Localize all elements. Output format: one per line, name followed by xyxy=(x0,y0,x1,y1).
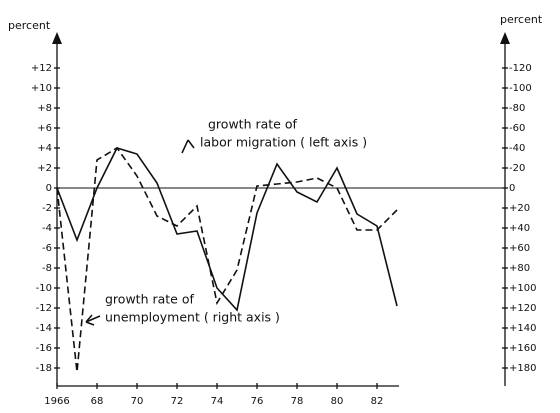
y2-tick-label: -40 xyxy=(509,143,525,154)
annotation: growth rate of xyxy=(105,292,194,307)
y2-tick-label: -100 xyxy=(509,83,532,94)
y-tick-label: +2 xyxy=(37,163,52,174)
y2-tick-label: +100 xyxy=(509,283,536,294)
x-tick-label: 70 xyxy=(131,396,144,407)
x-tick-label: 74 xyxy=(211,396,224,407)
y-tick-label: +4 xyxy=(37,143,52,154)
y2-tick-label: +80 xyxy=(509,263,530,274)
annotation: growth rate of xyxy=(208,117,297,132)
series-line xyxy=(56,147,398,312)
y-axis-arrow xyxy=(52,32,62,44)
y2-tick-label: +40 xyxy=(509,223,530,234)
y-tick-label: -4 xyxy=(42,223,52,234)
annotation: labor migration ( left axis ) xyxy=(200,135,367,150)
y2-tick-label: +20 xyxy=(509,203,530,214)
y2-tick-label: +180 xyxy=(509,363,536,374)
y-tick-label: -2 xyxy=(42,203,52,214)
y2-axis-label: percent xyxy=(500,13,543,26)
series-line xyxy=(56,146,398,373)
x-tick-label: 1966 xyxy=(44,396,69,407)
y-tick-label: -6 xyxy=(42,243,52,254)
x-tick-label: 80 xyxy=(331,396,344,407)
x-tick-label: 76 xyxy=(251,396,264,407)
x-tick-label: 68 xyxy=(91,396,104,407)
x-tick-label: 72 xyxy=(171,396,184,407)
y-tick-label: -14 xyxy=(36,323,52,334)
y-tick-label: -18 xyxy=(36,363,52,374)
y-tick-label: 0 xyxy=(46,183,52,194)
y2-axis-arrow xyxy=(500,32,510,44)
y-tick-label: -12 xyxy=(36,303,52,314)
y-tick-label: -8 xyxy=(42,263,52,274)
y-tick-label: +10 xyxy=(31,83,52,94)
x-tick-label: 78 xyxy=(291,396,304,407)
y2-tick-label: +160 xyxy=(509,343,536,354)
y2-tick-label: -20 xyxy=(509,163,525,174)
y2-tick-label: +60 xyxy=(509,243,530,254)
y-tick-label: +12 xyxy=(31,63,52,74)
y2-tick-label: -60 xyxy=(509,123,525,134)
annotation-arrow xyxy=(181,139,195,154)
y-tick-label: -10 xyxy=(36,283,52,294)
y-axis-label: percent xyxy=(8,19,51,32)
y2-tick-label: +120 xyxy=(509,303,536,314)
y2-tick-label: 0 xyxy=(509,183,515,194)
annotation-arrow xyxy=(85,314,101,326)
y2-tick-label: -120 xyxy=(509,63,532,74)
y-tick-label: +6 xyxy=(37,123,52,134)
x-tick-label: 82 xyxy=(371,396,384,407)
y2-tick-label: +140 xyxy=(509,323,536,334)
y-tick-label: -16 xyxy=(36,343,52,354)
y-tick-label: +8 xyxy=(37,103,52,114)
y2-tick-label: -80 xyxy=(509,103,525,114)
annotation: unemployment ( right axis ) xyxy=(105,310,280,325)
